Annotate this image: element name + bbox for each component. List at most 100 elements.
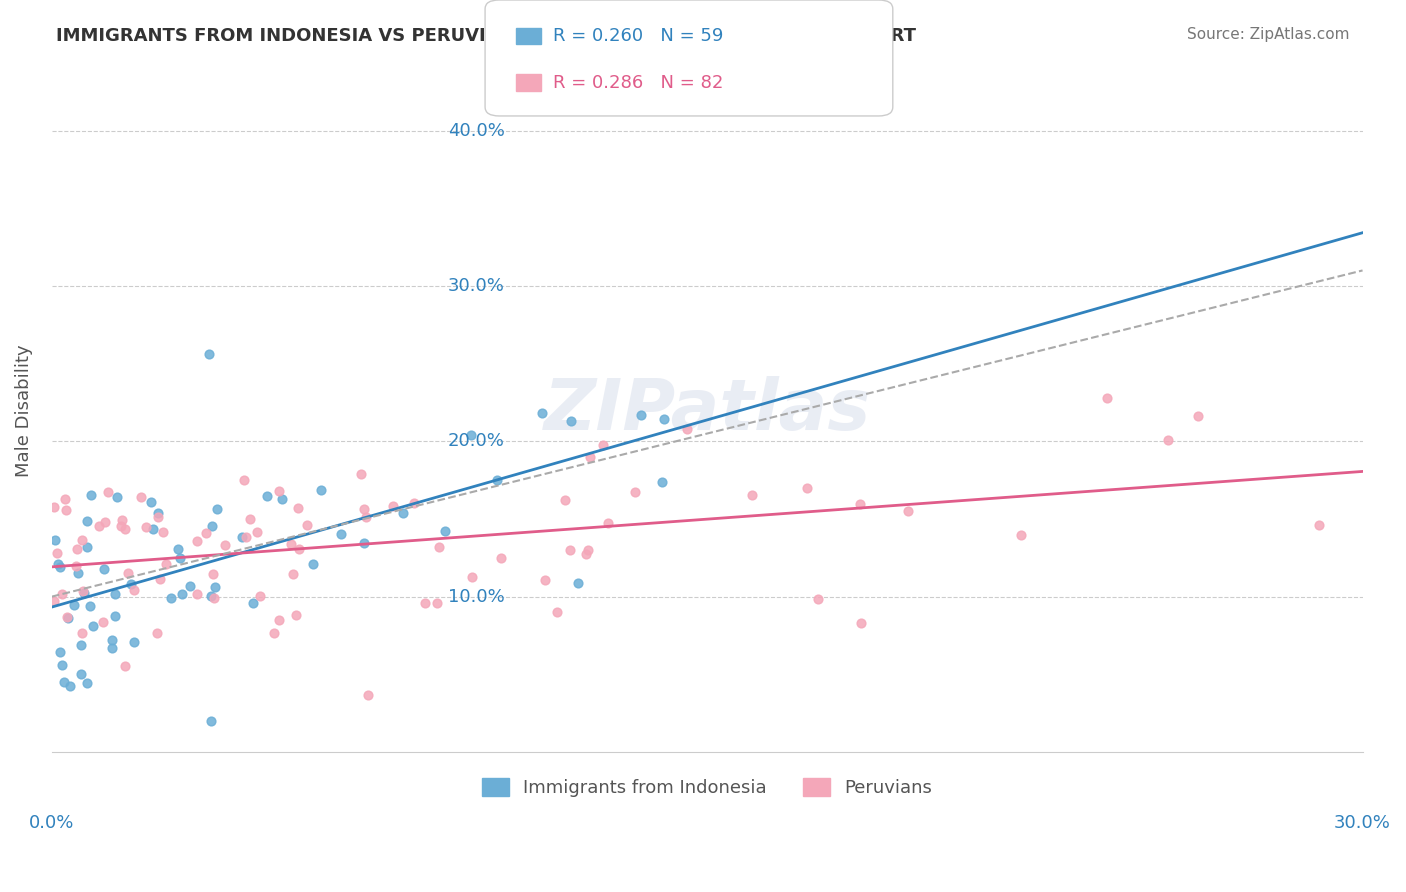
Point (97, 484, 120, 499)
Point (110, 519, 132, 533)
Point (579, 450, 602, 465)
Point (186, 587, 208, 601)
Text: 10.0%: 10.0% (447, 588, 505, 606)
Point (101, 632, 124, 647)
Point (59, 679, 82, 693)
Point (214, 538, 236, 552)
Text: R = 0.286   N = 82: R = 0.286 N = 82 (553, 73, 723, 92)
Point (79, 488, 101, 502)
Point (558, 543, 581, 558)
Point (460, 428, 482, 442)
Point (142, 522, 165, 536)
Point (232, 473, 254, 487)
Point (101, 641, 124, 656)
Legend: Immigrants from Indonesia, Peruvians: Immigrants from Indonesia, Peruvians (475, 771, 939, 805)
Point (1308, 517, 1330, 532)
Point (849, 497, 872, 511)
Point (204, 580, 226, 594)
Point (146, 510, 169, 524)
Point (231, 530, 253, 544)
Point (381, 499, 404, 513)
Point (575, 547, 598, 561)
Point (201, 519, 224, 533)
Point (51, 587, 73, 601)
Point (796, 481, 818, 495)
Point (114, 659, 136, 673)
Point (596, 516, 619, 531)
Text: 0.0%: 0.0% (30, 814, 75, 832)
Point (49, 559, 72, 574)
Point (46, 557, 69, 571)
Point (76, 676, 98, 690)
Point (76, 540, 98, 554)
Point (114, 522, 136, 536)
Point (461, 570, 484, 584)
Point (267, 484, 290, 499)
Point (630, 408, 652, 422)
Point (56, 611, 79, 625)
Point (353, 536, 375, 550)
Point (91, 615, 114, 629)
Point (73, 586, 96, 600)
Point (560, 414, 582, 428)
Point (52, 675, 75, 690)
Point (534, 573, 557, 587)
Point (49, 645, 72, 659)
Point (200, 589, 222, 603)
Point (70, 533, 93, 547)
Point (51, 657, 73, 672)
Point (354, 509, 377, 524)
Point (567, 575, 589, 590)
Point (105, 491, 128, 505)
Point (70, 667, 93, 681)
Point (897, 504, 920, 518)
Point (186, 534, 208, 549)
Point (651, 475, 673, 490)
Point (72, 625, 94, 640)
Point (155, 557, 177, 571)
Point (66, 566, 89, 580)
Point (202, 591, 225, 605)
Text: IMMIGRANTS FROM INDONESIA VS PERUVIAN MALE DISABILITY CORRELATION CHART: IMMIGRANTS FROM INDONESIA VS PERUVIAN MA… (56, 27, 917, 45)
Point (256, 489, 278, 503)
Point (82, 619, 104, 633)
Point (93, 562, 115, 576)
Text: 40.0%: 40.0% (447, 121, 505, 140)
Point (1095, 391, 1118, 405)
Point (79, 599, 101, 614)
Point (489, 551, 512, 566)
Text: R = 0.260   N = 59: R = 0.260 N = 59 (553, 28, 723, 45)
Point (205, 502, 228, 516)
Point (152, 525, 174, 540)
Point (56, 610, 79, 624)
Point (160, 591, 183, 605)
Text: Source: ZipAtlas.com: Source: ZipAtlas.com (1187, 27, 1350, 42)
Point (288, 542, 311, 557)
Text: 20.0%: 20.0% (447, 433, 505, 450)
Y-axis label: Male Disability: Male Disability (15, 344, 32, 476)
Point (63, 598, 86, 612)
Point (65, 559, 87, 574)
Point (129, 490, 152, 504)
Point (76, 514, 98, 528)
Point (239, 512, 262, 526)
Point (392, 506, 415, 520)
Point (249, 589, 271, 603)
Text: 30.0%: 30.0% (1334, 814, 1391, 832)
Point (415, 596, 437, 610)
Point (309, 483, 332, 497)
Point (122, 635, 145, 649)
Point (263, 626, 285, 640)
Point (554, 492, 576, 507)
Point (53, 492, 76, 507)
Point (1156, 433, 1178, 447)
Point (89, 519, 111, 533)
Point (197, 346, 219, 360)
Point (202, 566, 225, 581)
Point (45, 546, 67, 560)
Point (117, 566, 139, 580)
Point (245, 525, 267, 540)
Point (849, 615, 872, 630)
Point (486, 473, 509, 487)
Point (741, 488, 763, 502)
